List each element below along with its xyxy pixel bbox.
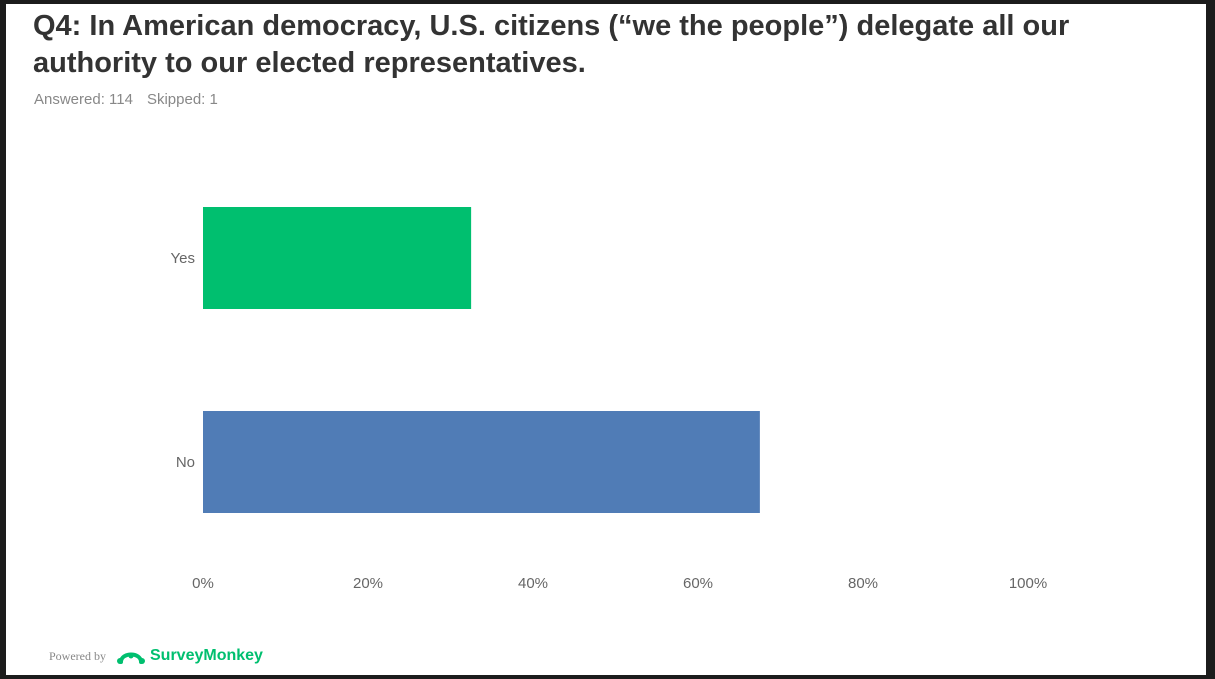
x-tick-label: 100% — [1009, 575, 1047, 592]
bar-no — [203, 411, 760, 513]
bar-yes — [203, 207, 472, 309]
x-tick-label: 60% — [683, 575, 713, 592]
powered-by-text: Powered by — [49, 648, 106, 663]
x-tick-label: 20% — [353, 575, 383, 592]
category-label-no: No — [176, 454, 195, 471]
answered-count: Answered: 114 — [34, 91, 133, 108]
x-tick-label: 40% — [518, 575, 548, 592]
x-tick-label: 80% — [848, 575, 878, 592]
question-title: Q4: In American democracy, U.S. citizens… — [33, 10, 1070, 79]
surveymonkey-brand: SurveyMonkey — [150, 647, 263, 664]
category-label-yes: Yes — [171, 250, 195, 267]
skipped-count: Skipped: 1 — [146, 91, 218, 108]
x-tick-label: 0% — [192, 575, 214, 592]
surveymonkey-logo-icon — [117, 652, 145, 664]
bar-chart: Yes No 0% 20% 40% 60% 80% 100% — [171, 207, 1047, 592]
survey-slide: Q4: In American democracy, U.S. citizens… — [6, 4, 1206, 675]
footer: Powered by SurveyMonkey — [49, 644, 263, 668]
response-stats: Answered: 114 Skipped: 1 — [34, 91, 218, 108]
